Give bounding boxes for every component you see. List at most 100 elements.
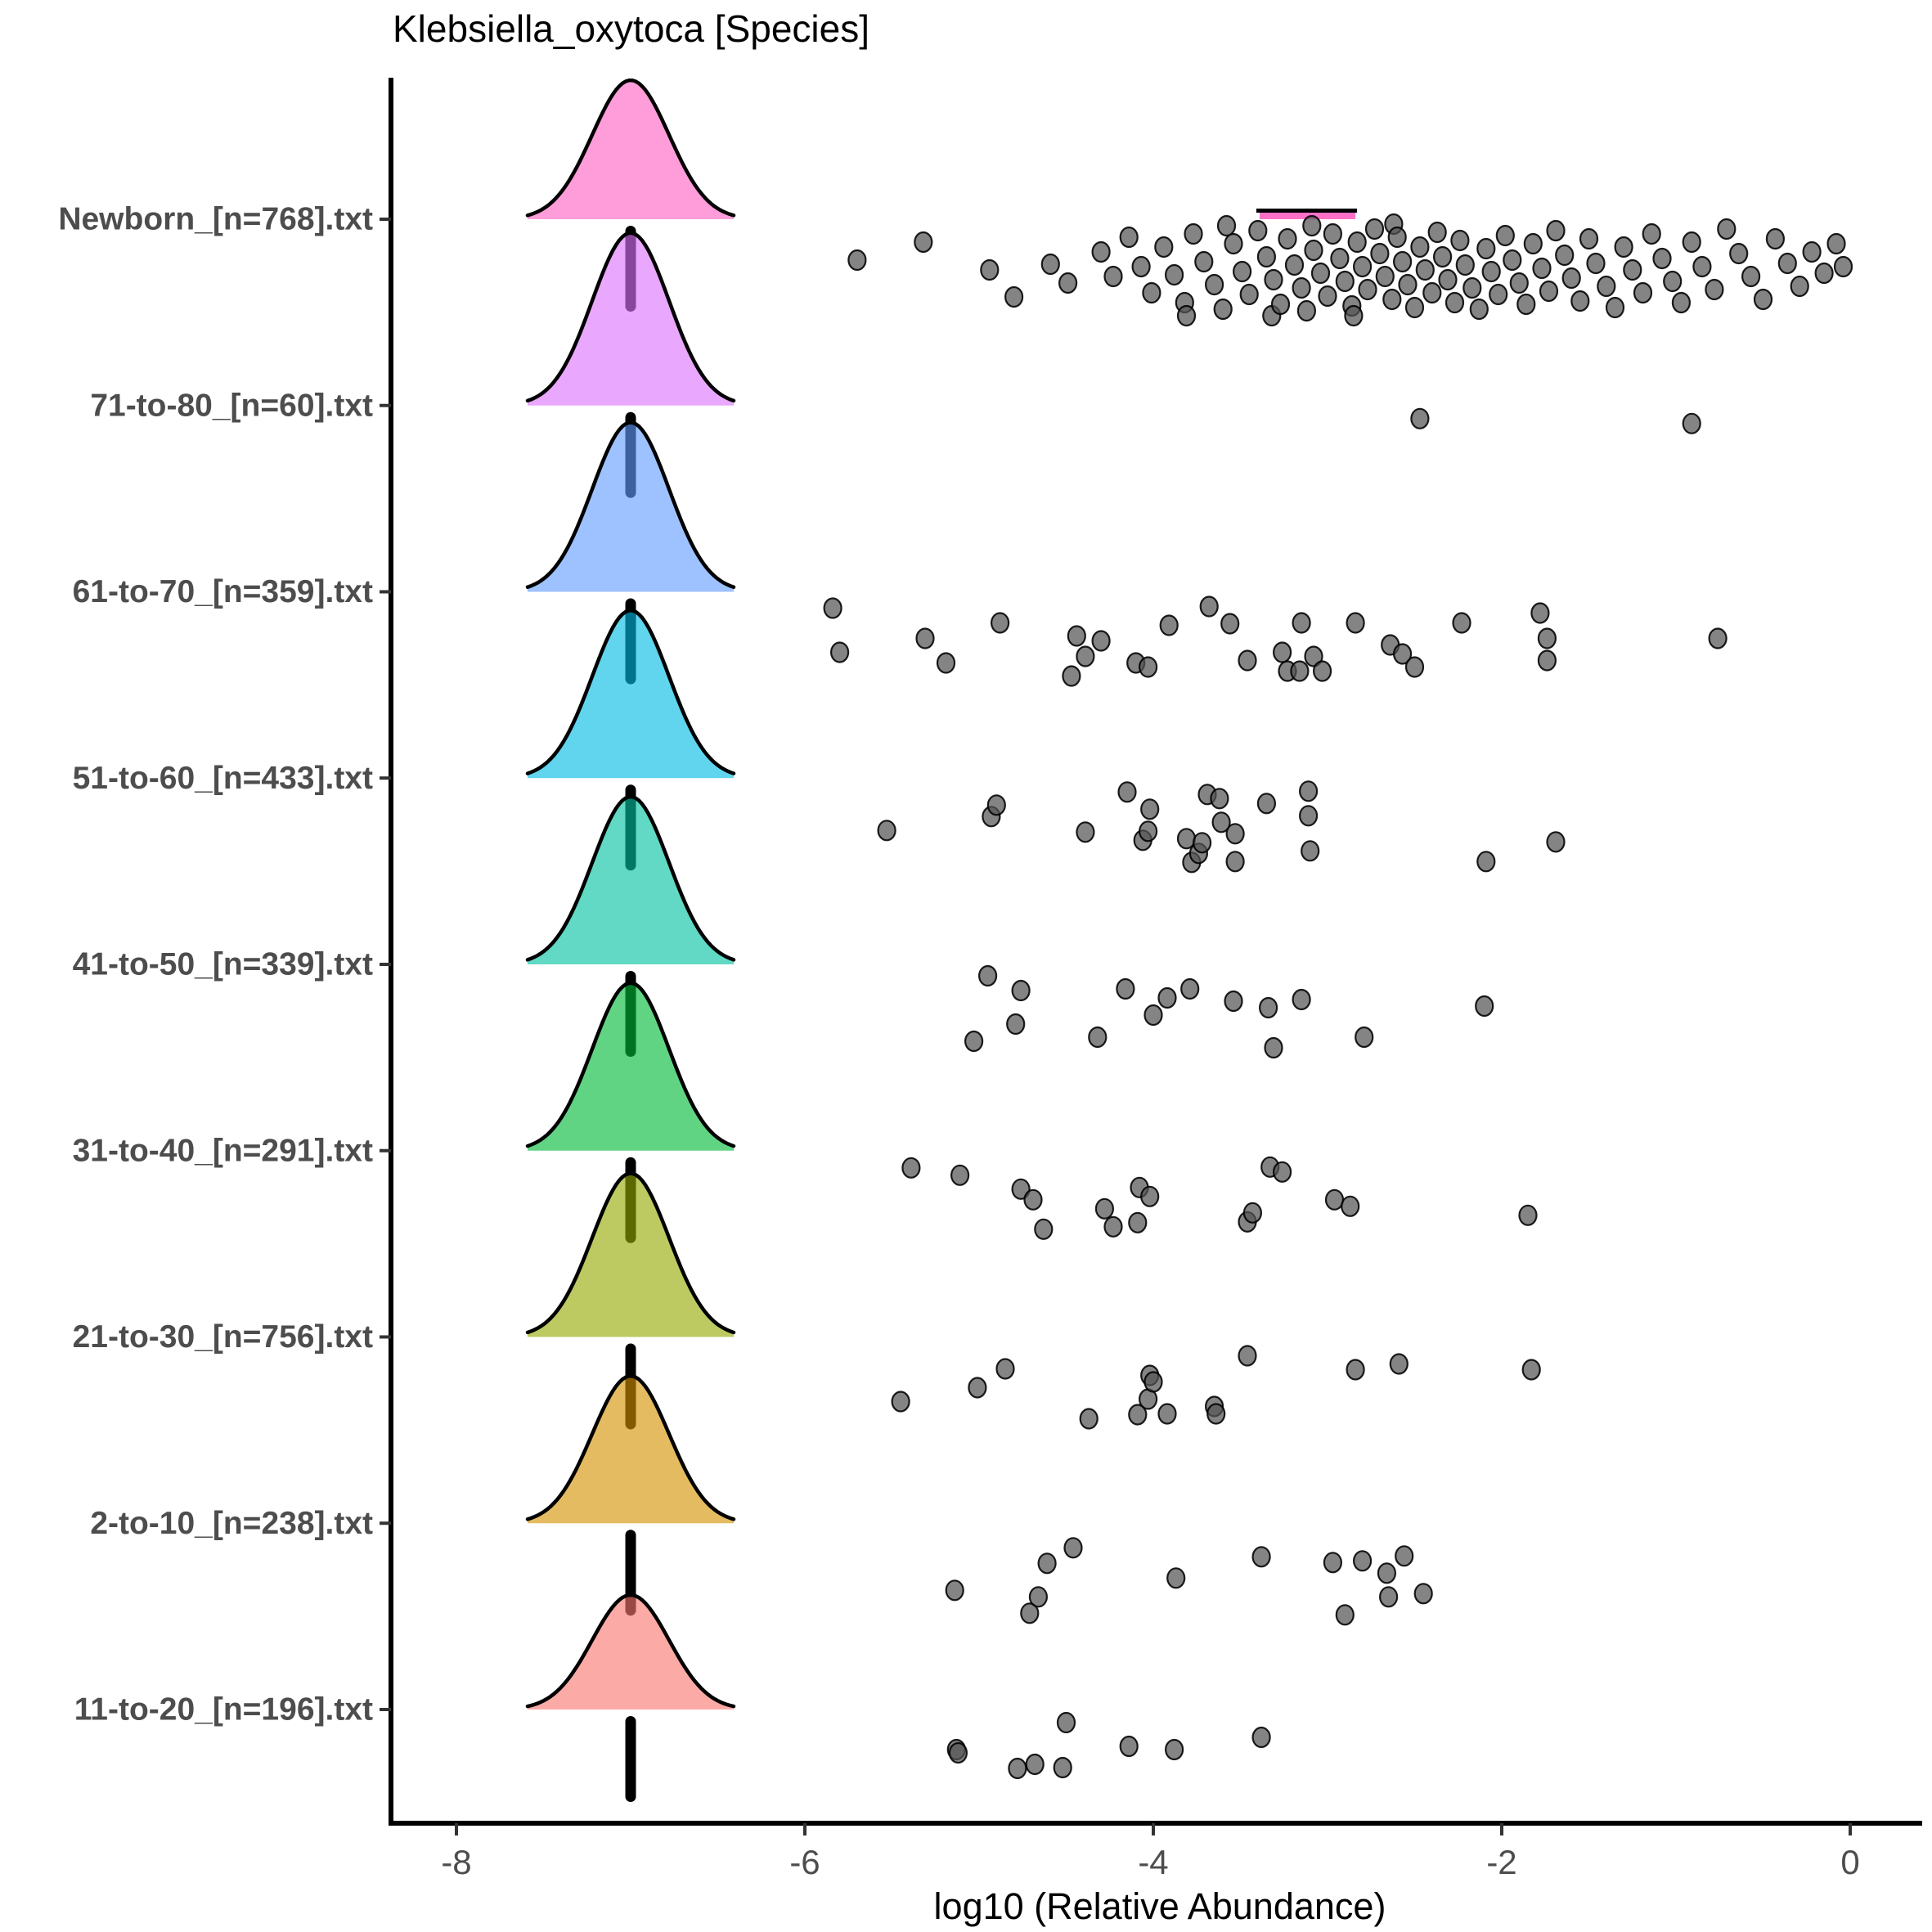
data-point	[1623, 258, 1642, 281]
data-point	[1053, 1756, 1072, 1779]
data-point	[1157, 986, 1177, 1009]
y-tick-label: 31-to-40_[n=291].txt	[73, 1133, 373, 1168]
data-point	[1140, 798, 1160, 820]
data-point	[1537, 627, 1557, 649]
data-point	[1180, 977, 1200, 1000]
data-point	[1475, 995, 1494, 1018]
data-point	[990, 612, 1010, 634]
y-tick-label: 51-to-60_[n=433].txt	[73, 761, 373, 796]
data-point	[1232, 260, 1252, 283]
data-point	[1671, 291, 1691, 314]
data-point	[1258, 996, 1278, 1019]
data-point	[1705, 278, 1724, 301]
data-point	[1256, 793, 1277, 815]
data-point	[1323, 1552, 1343, 1574]
data-point	[1476, 237, 1496, 260]
data-point	[1392, 643, 1413, 665]
data-point	[1011, 979, 1031, 1002]
data-point	[1438, 268, 1458, 291]
data-point	[1392, 250, 1413, 273]
data-point	[1040, 253, 1060, 276]
y-tick-label: 21-to-30_[n=756].txt	[73, 1319, 373, 1355]
data-point	[1037, 1552, 1057, 1575]
data-point	[1324, 1188, 1345, 1211]
y-tick-label: Newborn_[n=768].txt	[58, 202, 373, 237]
data-point	[877, 820, 896, 842]
data-point	[1304, 645, 1323, 667]
data-point	[1225, 851, 1245, 873]
data-point	[1521, 1359, 1541, 1381]
density-curve	[528, 80, 734, 219]
data-point	[1067, 625, 1086, 647]
x-tick-label: -8	[441, 1843, 471, 1881]
data-point	[1450, 229, 1470, 252]
chart-title: Klebsiella_oxytoca [Species]	[393, 7, 869, 50]
data-point	[1814, 262, 1834, 285]
data-point	[1347, 231, 1367, 254]
data-point	[1140, 1185, 1160, 1207]
data-point	[1103, 265, 1123, 288]
data-point	[1284, 254, 1305, 276]
data-point	[1614, 236, 1633, 258]
data-point	[1682, 231, 1701, 254]
data-point	[1561, 267, 1581, 290]
density-curve	[528, 982, 734, 1151]
data-point	[1462, 276, 1482, 299]
data-point	[1302, 214, 1322, 237]
data-point	[1395, 1545, 1414, 1567]
x-axis-title: log10 (Relative Abundance)	[933, 1885, 1386, 1927]
data-point	[1164, 263, 1184, 286]
data-point	[1204, 273, 1224, 296]
data-point	[1404, 656, 1425, 678]
density-outline	[525, 420, 736, 590]
data-point	[1765, 227, 1785, 250]
data-point	[1159, 614, 1179, 636]
data-point	[1270, 293, 1291, 316]
data-point	[1387, 226, 1407, 249]
y-tick-label: 61-to-70_[n=359].txt	[73, 574, 373, 609]
data-point	[1164, 1738, 1184, 1761]
data-point	[1119, 1735, 1139, 1758]
data-point	[1413, 1583, 1433, 1605]
data-point	[1452, 612, 1471, 634]
y-tick-label: 41-to-50_[n=339].txt	[73, 947, 373, 982]
data-point	[1206, 1403, 1226, 1425]
data-point	[1239, 283, 1259, 306]
data-point	[1292, 612, 1311, 634]
data-point	[1216, 214, 1237, 237]
data-point	[1330, 247, 1350, 270]
data-point	[1157, 1403, 1177, 1425]
median-bar	[625, 1716, 636, 1802]
data-point	[1079, 1408, 1099, 1430]
data-point	[1296, 299, 1317, 322]
data-point	[1194, 250, 1214, 273]
data-point	[1091, 630, 1111, 652]
data-point	[1597, 275, 1616, 298]
data-point	[1729, 242, 1749, 265]
data-point	[1076, 821, 1095, 843]
data-point	[1708, 627, 1728, 649]
data-point	[1142, 281, 1161, 304]
data-point	[1790, 275, 1809, 298]
density-outline	[525, 1374, 736, 1521]
data-point	[1251, 1546, 1271, 1568]
data-point	[964, 1030, 984, 1053]
data-point	[1117, 781, 1137, 803]
data-point	[1404, 296, 1425, 319]
data-point	[1248, 219, 1268, 242]
data-point	[1242, 1202, 1263, 1224]
data-point	[1020, 1602, 1040, 1624]
data-point	[950, 1164, 970, 1186]
density-curve	[528, 232, 734, 406]
density-outline	[525, 1593, 736, 1709]
x-tick-label: -6	[789, 1843, 820, 1881]
data-point	[1753, 288, 1773, 311]
density-curve	[528, 1376, 734, 1524]
data-point	[1199, 595, 1219, 618]
data-point	[980, 258, 1000, 281]
data-point	[1586, 252, 1606, 275]
data-point	[1154, 236, 1174, 258]
data-point	[1004, 285, 1024, 308]
data-point	[1523, 232, 1543, 255]
data-point	[1220, 613, 1240, 635]
